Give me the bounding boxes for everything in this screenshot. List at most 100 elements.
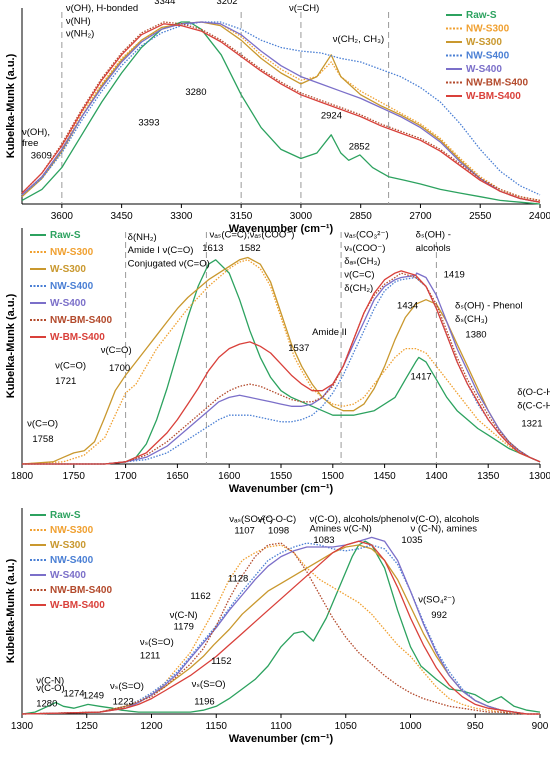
annotation-label: ν(C=O) <box>27 418 58 429</box>
legend-label: NW-S300 <box>50 247 94 258</box>
annotation-label: 1152 <box>211 656 231 667</box>
y-axis-title: Kubelka-Munk (a.u.) <box>5 53 17 158</box>
panel-bottom: 1300 1250 1200 1150 1100 1050 1000 950 900 Wavenu… <box>5 508 549 745</box>
legend-label: NW-BM-S400 <box>466 78 528 89</box>
annotation-label: δ(CH₂) <box>344 283 373 294</box>
annotation-label: ν(C-O), alcohols <box>411 514 480 525</box>
x-tick-label: 1500 <box>322 471 345 482</box>
series-line-w-bm-s400 <box>22 270 541 465</box>
x-tick-label: 1700 <box>114 471 137 482</box>
annotation-label: ν (C-N), amines <box>411 524 478 535</box>
x-tick-label: 1650 <box>166 471 189 482</box>
x-tick-label: 950 <box>467 721 484 732</box>
annotation-label: δ(C-C-H) <box>517 401 550 412</box>
annotation-label: δₐₛ(CH₃) <box>344 256 380 267</box>
legend-label: W-S300 <box>50 540 86 551</box>
series-line-raw-s <box>22 259 541 465</box>
x-tick-label: 1250 <box>76 721 99 732</box>
x-axis-title: Wavenumber (cm⁻¹) <box>229 483 334 495</box>
series-line-nw-s400 <box>21 542 540 715</box>
annotation-label: νₐₛ(CO₃²⁻) <box>344 230 388 241</box>
x-tick-label: 1000 <box>399 721 422 732</box>
series-line-nw-s300 <box>21 259 541 465</box>
x-tick-label: 1600 <box>218 471 241 482</box>
annotation-label: 1083 <box>313 535 334 546</box>
annotation-label: 1211 <box>140 650 160 661</box>
legend-label: W-S300 <box>50 264 86 275</box>
annotation-label: δₛ(OH) - Phenol <box>455 301 522 312</box>
legend-label: W-S400 <box>466 64 502 75</box>
annotation-label: νₛ(S=O) <box>140 637 174 648</box>
x-tick-label: 3000 <box>290 211 313 222</box>
series-line-nw-s400 <box>21 21 541 196</box>
annotation-label: 1162 <box>190 591 210 602</box>
legend-label: W-S300 <box>466 37 502 48</box>
x-tick-label: 1100 <box>270 721 292 732</box>
annotation-label: 1274 <box>63 689 84 700</box>
annotation-label: 2852 <box>349 141 370 152</box>
x-tick-label: 3600 <box>51 211 74 222</box>
annotation-label: 1107 <box>234 526 254 537</box>
panel-top: 3600 3450 3300 3150 3000 2850 2700 2550 2400 Wave… <box>5 0 550 235</box>
annotation-label: 1280 <box>36 698 57 709</box>
series-line-nw-s300 <box>21 21 541 202</box>
annotation-label: 3280 <box>185 87 206 98</box>
annotation-label: 1249 <box>83 691 104 702</box>
legend-label: W-S400 <box>50 298 86 309</box>
annotation-label: 1179 <box>174 622 194 633</box>
x-tick-label: 2550 <box>469 211 492 222</box>
annotation-label: ν(C=C) <box>344 270 374 281</box>
series-line-nw-bm-s400 <box>21 21 541 202</box>
series-line-w-s400 <box>21 21 541 203</box>
annotation-label: ν(C-O) <box>36 683 64 694</box>
annotation-label: 2924 <box>321 110 342 121</box>
x-tick-label: 2400 <box>529 211 550 222</box>
annotation-label: ν(C=O) <box>101 345 132 356</box>
annotation-label: alcohols <box>416 243 451 254</box>
x-tick-label: 1750 <box>63 471 86 482</box>
legend: Raw-S NW-S300 W-S300 NW-S400 W-S400 NW-BM-S40… <box>446 10 528 102</box>
annotation-label: 1035 <box>401 535 422 546</box>
annotation-label: 1434 <box>397 301 418 312</box>
legend-label: NW-S400 <box>466 51 510 62</box>
annotation-label: 992 <box>431 610 447 621</box>
legend-label: W-BM-S400 <box>50 332 105 343</box>
annotation-label: ν(NH₂) <box>66 29 95 40</box>
series-line-w-bm-s400 <box>21 540 540 715</box>
annotation-label: νₐₛ(SO₄²⁻) <box>229 514 273 525</box>
annotation-label: ν(C=O) <box>55 361 86 372</box>
annotation-label: 1700 <box>109 363 130 374</box>
panel-middle: 1800 1750 1700 1650 1600 1550 1500 1450 1400 1350… <box>5 228 550 495</box>
x-tick-label: 1800 <box>11 471 34 482</box>
annotation-label: 1098 <box>268 526 289 537</box>
x-tick-label: 1150 <box>205 721 227 732</box>
annotation-label: 1321 <box>521 418 542 429</box>
annotation-label: νₛ(COO⁻) <box>344 243 385 254</box>
legend-label: W-S400 <box>50 570 86 581</box>
legend: Raw-S NW-S300 W-S300 NW-S400 W-S400 NW-BM-S40… <box>30 510 112 611</box>
annotation-label: 1582 <box>240 243 261 254</box>
annotation-label: 1417 <box>411 372 432 383</box>
x-tick-label: 2850 <box>350 211 373 222</box>
annotation-label: Conjugated ν(C=O) <box>128 258 210 269</box>
annotation-label: 3202 <box>216 0 237 7</box>
x-tick-label: 3150 <box>230 211 253 222</box>
annotation-label: ν(OH), <box>22 127 50 138</box>
annotation-label: 3344 <box>154 0 175 7</box>
annotation-label: δₛ(CH₃) <box>455 314 488 325</box>
x-tick-label: 1450 <box>373 471 396 482</box>
x-tick-label: 1200 <box>140 721 163 732</box>
series-line-nw-s300 <box>21 544 540 715</box>
x-tick-label: 1400 <box>425 471 448 482</box>
legend-label: NW-BM-S400 <box>50 315 112 326</box>
legend-label: NW-S400 <box>50 281 94 292</box>
legend-label: W-BM-S400 <box>466 91 521 102</box>
x-tick-label: 1350 <box>477 471 500 482</box>
annotation-label: ν(C-O-C) <box>258 514 297 525</box>
annotation-label: 3609 <box>31 151 52 162</box>
legend-label: NW-S300 <box>50 525 94 536</box>
x-tick-label: 1300 <box>529 471 550 482</box>
annotation-label: νₛ(S=O) <box>110 681 144 692</box>
annotation-label: ν(C-N) <box>170 610 198 621</box>
